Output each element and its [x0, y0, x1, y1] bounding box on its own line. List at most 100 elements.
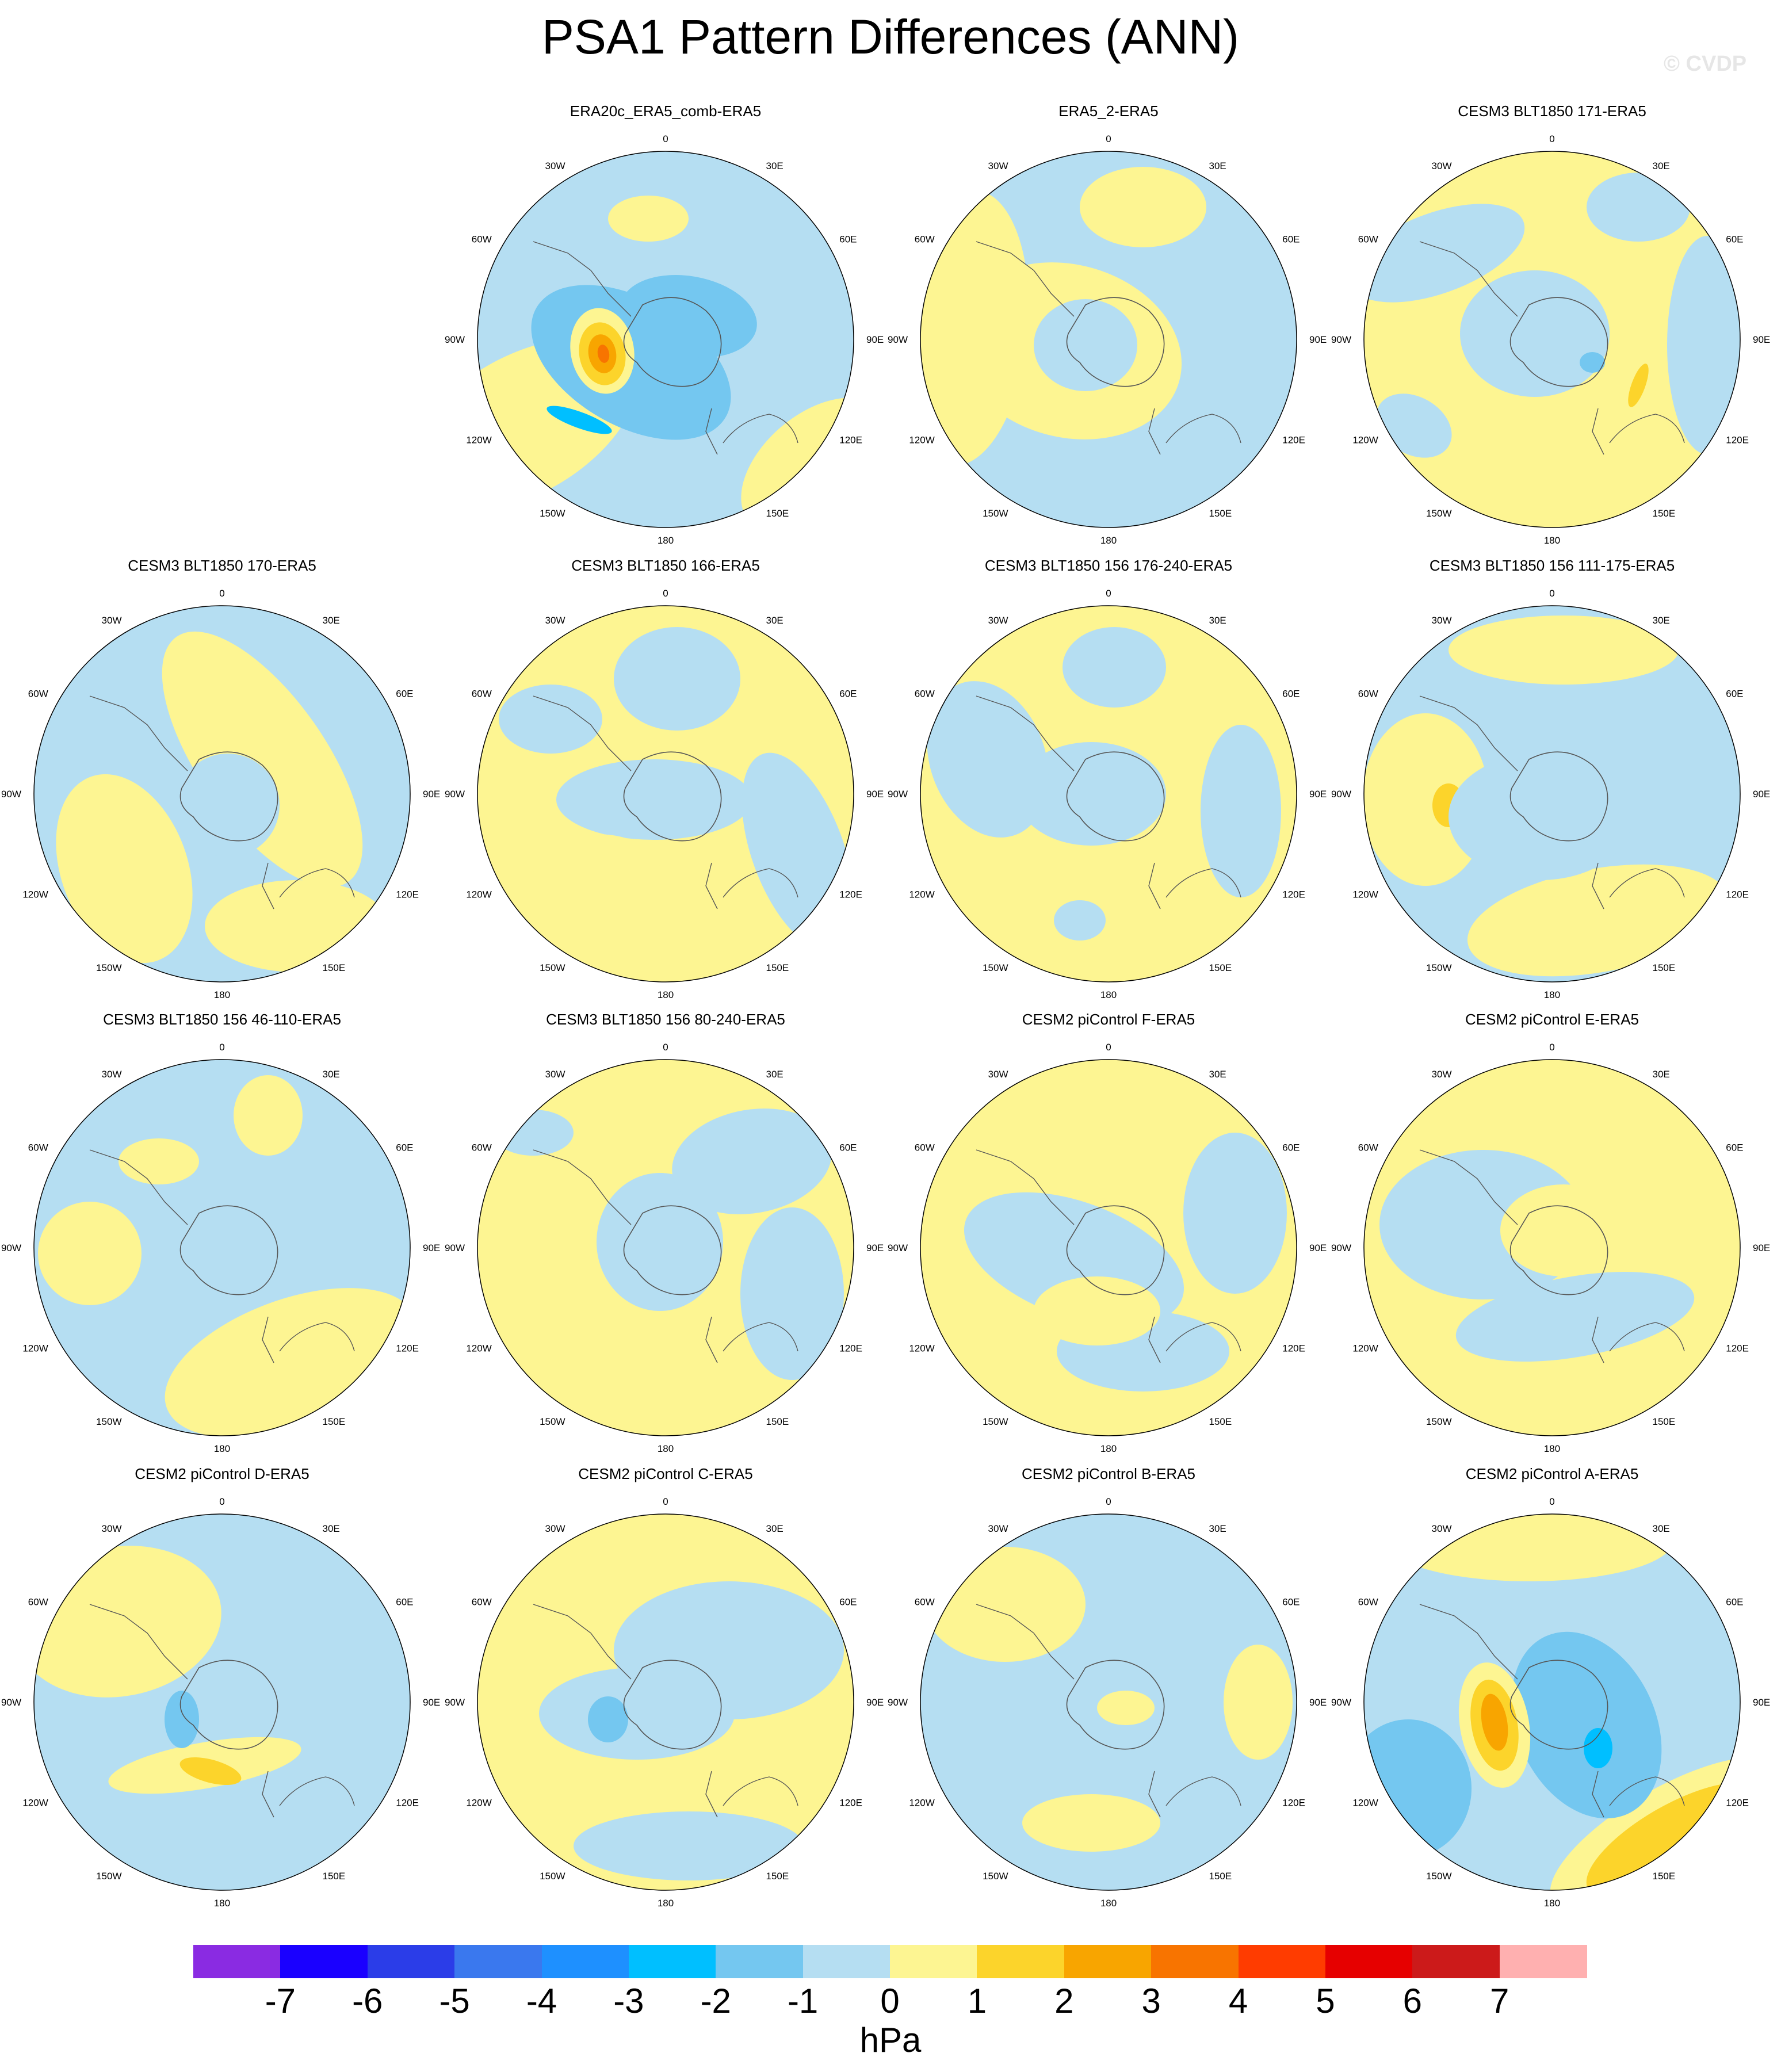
longitude-label: 90W: [445, 334, 465, 345]
longitude-label: 150W: [96, 1416, 121, 1427]
anomaly-contour: [1628, 364, 1649, 407]
longitude-label: 60E: [839, 234, 857, 245]
longitude-label: 120E: [396, 1798, 419, 1809]
map-panel: CESM2 piControl B-ERA5 0 30E 60E 90E 120E 150E…: [888, 1465, 1327, 1909]
map-boundary: [33, 605, 411, 983]
longitude-label: 60E: [396, 1142, 413, 1153]
longitude-label: 30E: [1209, 615, 1226, 626]
longitude-label: 90W: [1, 1697, 21, 1708]
polar-map: 0 30E 60E 90E 120E 150E 180 150W 120W 90W 60W 30W: [1331, 588, 1770, 1000]
map-boundary: [1363, 605, 1741, 983]
colorbar-swatch: [454, 1945, 542, 1978]
polar-map: 0 30E 60E 90E 120E 150E 180 150W 120W 90W 60W 30W: [1331, 1042, 1770, 1454]
anomaly-contour: [162, 631, 363, 888]
polar-map: 0 30E 60E 90E 120E 150E 180 150W 120W 90W 60W 30W: [445, 1496, 884, 1909]
polar-map: 0 30E 60E 90E 120E 150E 180 150W 120W 90W 60W 30W: [1331, 133, 1770, 546]
longitude-label: 0: [663, 1042, 668, 1053]
longitude-label: 180: [1544, 1898, 1560, 1909]
longitude-label: 120W: [466, 889, 491, 900]
longitude-label: 180: [1100, 535, 1117, 546]
longitude-label: 60W: [915, 234, 935, 245]
longitude-label: 90E: [866, 789, 884, 800]
panel-title: CESM2 piControl C-ERA5: [578, 1465, 753, 1482]
longitude-label: 0: [1549, 1496, 1554, 1507]
longitude-label: 120E: [1726, 1343, 1749, 1354]
anomaly-contour: [927, 681, 1049, 838]
coastline: [533, 241, 632, 317]
longitude-label: 120W: [909, 435, 934, 446]
anomaly-contour: [740, 1207, 844, 1380]
anomaly-contour: [1080, 167, 1206, 247]
longitude-label: 90E: [1309, 789, 1327, 800]
longitude-label: 30W: [1432, 160, 1452, 171]
colorbar-tick-label: 7: [1489, 1982, 1509, 2020]
longitude-label: 90W: [1, 789, 21, 800]
anomaly-contour: [1449, 616, 1679, 685]
polar-map: 0 30E 60E 90E 120E 150E 180 150W 120W 90W 60W 30W: [445, 133, 884, 546]
anomaly-contour: [588, 1696, 628, 1742]
longitude-label: 60W: [1358, 1597, 1378, 1608]
anomaly-contour: [1449, 754, 1633, 880]
map-boundary: [1363, 151, 1741, 528]
map-panel: CESM3 BLT1850 171-ERA5 0 30E 60E 90E 120E 150E…: [1331, 102, 1771, 546]
anomaly-contour: [574, 1811, 804, 1880]
anomaly-contour: [179, 1757, 242, 1785]
cvdp-watermark: © CVDP: [1664, 52, 1747, 76]
map-panel: CESM2 piControl F-ERA5 0 30E 60E 90E 120E 150E…: [888, 1011, 1327, 1454]
coastline: [1066, 1660, 1165, 1750]
colorbar-swatch: [1412, 1945, 1500, 1978]
longitude-label: 180: [1100, 1443, 1117, 1454]
longitude-label: 30E: [1209, 1523, 1226, 1534]
longitude-label: 120W: [22, 1343, 48, 1354]
colorbar-tick-label: 0: [880, 1982, 900, 2020]
coastline: [1592, 1316, 1685, 1363]
map-boundary: [33, 1059, 411, 1436]
longitude-label: 30E: [766, 160, 784, 171]
colorbar-tick-label: 4: [1228, 1982, 1248, 2020]
longitude-label: 60E: [1726, 234, 1743, 245]
anomaly-contour: [597, 345, 610, 363]
anomaly-field: [34, 1060, 410, 1436]
colorbar-tick-label: 3: [1141, 1982, 1161, 2020]
polar-map: 0 30E 60E 90E 120E 150E 180 150W 120W 90W 60W 30W: [888, 1496, 1327, 1909]
colorbar-tick-label: -3: [613, 1982, 644, 2020]
longitude-label: 120E: [1726, 1798, 1749, 1809]
polar-map: 0 30E 60E 90E 120E 150E 180 150W 120W 90W 60W 30W: [1, 588, 440, 1000]
anomaly-contour: [1587, 173, 1690, 242]
map-boundary: [1363, 1513, 1741, 1891]
longitude-label: 90W: [888, 334, 908, 345]
longitude-label: 150E: [766, 962, 789, 973]
coastline: [89, 1149, 188, 1225]
coastline: [623, 751, 722, 842]
colorbar-swatch: [802, 1945, 890, 1978]
map-panel: CESM2 piControl E-ERA5 0 30E 60E 90E 120E 150E…: [1331, 1011, 1771, 1454]
longitude-label: 30W: [102, 615, 122, 626]
longitude-label: 60E: [839, 1597, 857, 1608]
coastline: [1419, 1604, 1518, 1680]
longitude-label: 0: [219, 1496, 224, 1507]
colorbar-tick-label: 5: [1316, 1982, 1335, 2020]
longitude-label: 0: [1106, 133, 1111, 144]
longitude-label: 30W: [988, 1069, 1008, 1080]
longitude-label: 30E: [1209, 160, 1226, 171]
longitude-label: 30W: [1432, 1069, 1452, 1080]
map-panel: CESM2 piControl A-ERA5 0 30E 60E 90E 120E 150E…: [1331, 1465, 1771, 1909]
map-boundary: [477, 1513, 854, 1891]
anomaly-contour: [1584, 1728, 1612, 1768]
anomaly-contour: [1481, 1693, 1508, 1751]
coastline: [705, 862, 798, 909]
longitude-label: 30E: [323, 615, 340, 626]
anomaly-contour: [1455, 1272, 1695, 1362]
longitude-label: 0: [663, 1496, 668, 1507]
longitude-label: 90E: [866, 334, 884, 345]
longitude-label: 180: [214, 1443, 230, 1454]
coastline: [1509, 297, 1608, 387]
longitude-label: 60E: [396, 1597, 413, 1608]
anomaly-contour: [1511, 1631, 1662, 1819]
longitude-label: 180: [658, 989, 674, 1000]
panel-title: CESM3 BLT1850 156 176-240-ERA5: [984, 557, 1233, 574]
map-panel: CESM3 BLT1850 166-ERA5 0 30E 60E 90E 120E 150E…: [445, 557, 884, 1000]
longitude-label: 150W: [983, 1871, 1008, 1882]
longitude-label: 150E: [323, 1871, 346, 1882]
longitude-label: 150W: [1426, 1871, 1451, 1882]
